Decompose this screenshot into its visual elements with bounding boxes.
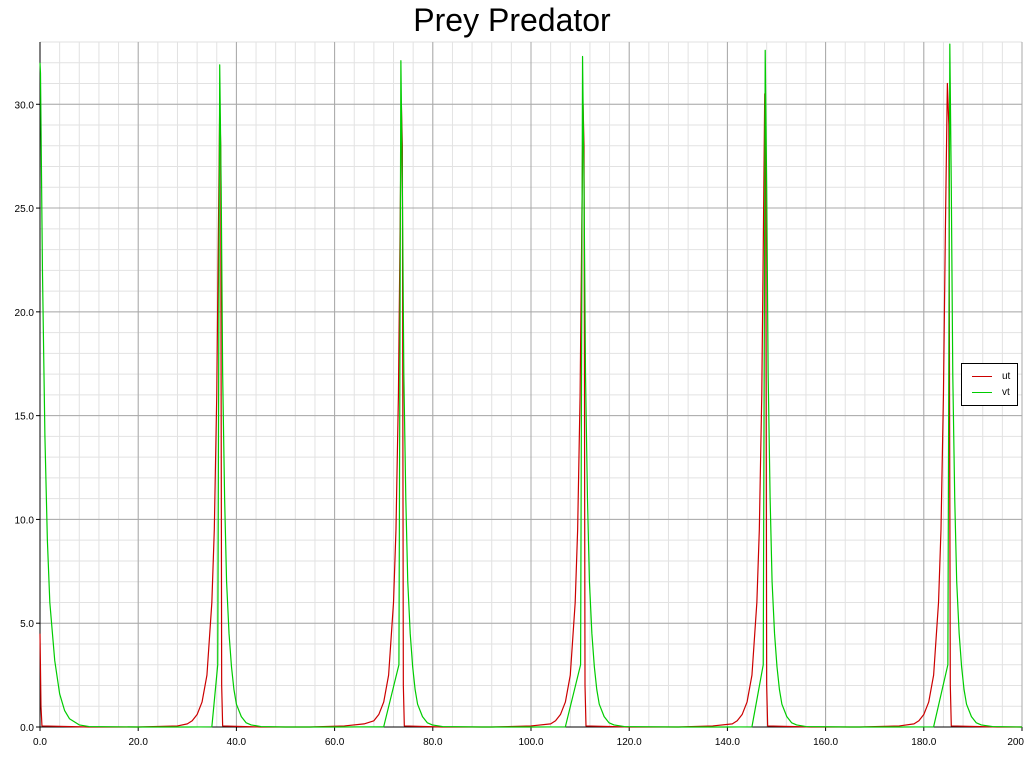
x-tick-label: 120.0: [617, 737, 642, 748]
y-tick-label: 0.0: [20, 723, 34, 734]
legend-swatch-ut: [972, 376, 992, 377]
series-layer: [39, 43, 1023, 728]
legend-item-vt: vt: [962, 386, 1019, 400]
x-tick-label: 60.0: [325, 737, 345, 748]
x-tick-label: 180.0: [911, 737, 936, 748]
y-tick-label: 30.0: [15, 100, 35, 111]
y-tick-label: 10.0: [15, 515, 35, 526]
legend-item-ut: ut: [962, 370, 1019, 384]
legend-swatch-vt: [972, 392, 992, 393]
series-line-vt: [39, 43, 1023, 728]
y-tick-label: 15.0: [15, 412, 35, 423]
x-tick-label: 40.0: [227, 737, 247, 748]
series-line-ut: [39, 82, 1022, 728]
x-tick-label: 20.0: [128, 737, 148, 748]
y-tick-label: 20.0: [15, 308, 35, 319]
x-tick-label: 80.0: [423, 737, 443, 748]
legend-label-vt: vt: [1002, 387, 1010, 398]
major-gridlines: [39, 42, 1023, 728]
y-tick-label: 25.0: [15, 204, 35, 215]
x-tick-label: 100.0: [518, 737, 543, 748]
y-tick-labels: 0.0 5.0 10.0 15.0 20.0 25.0 30.0: [15, 100, 35, 734]
x-tick-label: 160.0: [813, 737, 838, 748]
legend: ut vt: [961, 363, 1018, 406]
x-tick-label: 200: [1007, 737, 1024, 748]
legend-label-ut: ut: [1002, 371, 1011, 382]
y-tick-label: 5.0: [20, 619, 34, 630]
x-tick-label: 0.0: [33, 737, 47, 748]
x-tick-labels: 0.0 20.0 40.0 60.0 80.0 100.0 120.0 140.0 160.0 1…: [33, 737, 1024, 748]
x-tick-label: 140.0: [715, 737, 740, 748]
chart-title: Prey Predator: [413, 2, 611, 38]
